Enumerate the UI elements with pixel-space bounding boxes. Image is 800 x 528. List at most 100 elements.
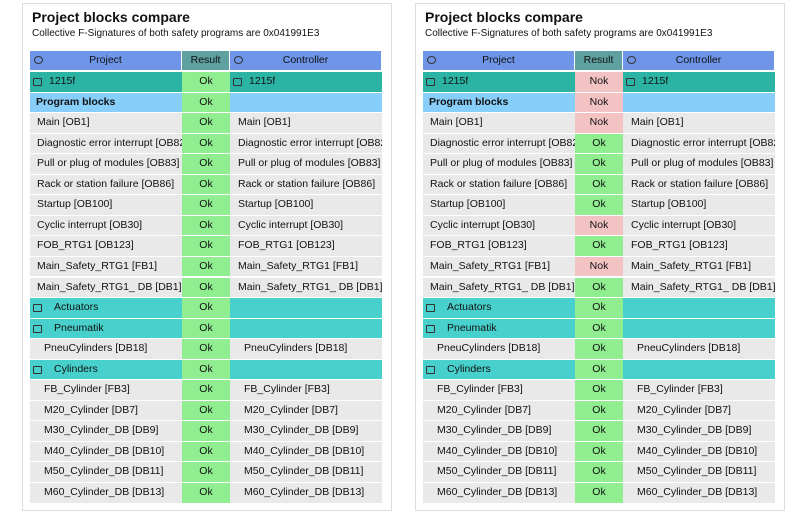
table-cell: Main_Safety_RTG1 [FB1] <box>423 256 575 277</box>
result-cell: Ok <box>182 72 230 92</box>
cell-text: Rack or station failure [OB86] <box>631 177 769 190</box>
table-cell: Pull or plug of modules [OB83] <box>30 154 182 174</box>
result-cell: Ok <box>182 400 230 421</box>
subtitle: Collective F-Signatures of both safety p… <box>32 28 320 39</box>
result-cell: Ok <box>182 359 230 380</box>
panel <box>415 3 785 511</box>
cell-text: Cyclic interrupt [OB30] <box>37 218 143 231</box>
column-header: Controller <box>230 51 382 70</box>
cell-text: M50_Cylinder_DB [DB11] <box>437 465 557 478</box>
table-cell: Cyclic interrupt [OB30] <box>230 215 382 236</box>
cell-text: Pull or plug of modules [OB83] <box>238 157 381 170</box>
table-cell: M40_Cylinder_DB [DB10] <box>30 441 182 462</box>
cell-text: Pull or plug of modules [OB83] <box>430 157 573 170</box>
result-cell: Ok <box>182 133 230 154</box>
table-cell: M20_Cylinder [DB7] <box>423 400 575 421</box>
table-cell: Cyclic interrupt [OB30] <box>423 215 575 236</box>
table-cell: M20_Cylinder [DB7] <box>623 400 775 421</box>
table-cell: M30_Cylinder_DB [DB9] <box>230 421 382 441</box>
table-cell <box>623 359 775 380</box>
table-cell: Main_Safety_RTG1_ DB [DB1] <box>623 277 775 297</box>
table-cell: Main [OB1] <box>623 113 775 133</box>
cell-text: 1215f <box>442 75 469 87</box>
cell-text: Cylinders <box>54 362 98 375</box>
result-cell: Ok <box>575 441 623 462</box>
table-cell: Cylinders <box>423 359 575 380</box>
cell-text: Diagnostic error interrupt [OB82] <box>631 136 775 149</box>
header-icon <box>627 56 636 64</box>
cell-text: Rack or station failure [OB86] <box>37 177 175 190</box>
result-cell: Ok <box>182 113 230 133</box>
cell-text: Cylinders <box>447 362 491 375</box>
table-cell: Rack or station failure [OB86] <box>230 174 382 195</box>
table-cell: PneuCylinders [DB18] <box>230 339 382 359</box>
table-cell: Diagnostic error interrupt [OB82] <box>423 133 575 154</box>
table-cell: Main_Safety_RTG1 [FB1] <box>623 256 775 277</box>
result-cell: Ok <box>575 462 623 482</box>
table-cell: Cyclic interrupt [OB30] <box>623 215 775 236</box>
table-cell: M60_Cylinder_DB [DB13] <box>30 483 182 503</box>
result-cell: Ok <box>182 154 230 174</box>
cell-text: FB_Cylinder [FB3] <box>637 383 723 396</box>
table-cell: M30_Cylinder_DB [DB9] <box>623 421 775 441</box>
table-cell: M30_Cylinder_DB [DB9] <box>423 421 575 441</box>
cell-text: M50_Cylinder_DB [DB11] <box>44 465 164 478</box>
result-cell: Ok <box>575 195 623 215</box>
result-cell: Ok <box>182 277 230 297</box>
header-icon <box>234 56 243 64</box>
cell-text: M60_Cylinder_DB [DB13] <box>437 486 558 498</box>
table-cell <box>623 298 775 318</box>
folder-icon <box>33 324 42 333</box>
table-cell: FOB_RTG1 [OB123] <box>623 236 775 256</box>
cell-text: M50_Cylinder_DB [DB11] <box>637 465 757 478</box>
folder-icon <box>426 324 435 333</box>
cell-text: Main_Safety_RTG1 [FB1] <box>430 259 551 272</box>
device-icon <box>426 78 435 86</box>
result-cell: Ok <box>182 483 230 503</box>
title: Project blocks compare <box>32 9 190 25</box>
column-header: Project <box>423 51 575 70</box>
cell-text: FOB_RTG1 [OB123] <box>430 239 527 252</box>
table-cell: Program blocks <box>423 92 575 113</box>
column-header: Result <box>182 51 230 70</box>
folder-icon <box>426 365 435 374</box>
cell-text: M40_Cylinder_DB [DB10] <box>244 444 365 457</box>
result-cell: Ok <box>575 421 623 441</box>
table-cell: M30_Cylinder_DB [DB9] <box>30 421 182 441</box>
table-cell: Startup [OB100] <box>623 195 775 215</box>
cell-text: M60_Cylinder_DB [DB13] <box>44 486 165 498</box>
table-cell: Startup [OB100] <box>30 195 182 215</box>
result-cell: Ok <box>575 133 623 154</box>
table-cell: Diagnostic error interrupt [OB82] <box>230 133 382 154</box>
table-cell: M60_Cylinder_DB [DB13] <box>623 483 775 503</box>
folder-icon <box>33 304 42 313</box>
table-cell: FOB_RTG1 [OB123] <box>30 236 182 256</box>
cell-text: Actuators <box>447 301 492 314</box>
table-cell: 1215f <box>623 72 775 92</box>
cell-text: Pull or plug of modules [OB83] <box>631 157 774 170</box>
result-cell: Ok <box>182 195 230 215</box>
table-cell: M60_Cylinder_DB [DB13] <box>230 483 382 503</box>
table-cell: PneuCylinders [DB18] <box>423 339 575 359</box>
table-cell: Main [OB1] <box>30 113 182 133</box>
table-cell: Rack or station failure [OB86] <box>623 174 775 195</box>
cell-text: Main_Safety_RTG1_ DB [DB1] <box>430 280 575 293</box>
table-cell <box>230 318 382 339</box>
result-cell: Nok <box>575 72 623 92</box>
table-cell: FB_Cylinder [FB3] <box>623 380 775 400</box>
cell-text: PneuCylinders [DB18] <box>44 342 148 355</box>
result-cell: Ok <box>575 174 623 195</box>
table-cell: 1215f <box>423 72 575 92</box>
table-cell: M20_Cylinder [DB7] <box>30 400 182 421</box>
result-cell: Ok <box>575 318 623 339</box>
table-cell: Main [OB1] <box>423 113 575 133</box>
cell-text: M30_Cylinder_DB [DB9] <box>637 424 752 437</box>
cell-text: Actuators <box>54 301 99 314</box>
result-cell: Ok <box>182 421 230 441</box>
table-cell: Main_Safety_RTG1_ DB [DB1] <box>230 277 382 297</box>
table-cell: Main [OB1] <box>230 113 382 133</box>
folder-icon <box>426 304 435 313</box>
cell-text: Diagnostic error interrupt [OB82] <box>37 136 182 149</box>
table-cell: Cylinders <box>30 359 182 380</box>
